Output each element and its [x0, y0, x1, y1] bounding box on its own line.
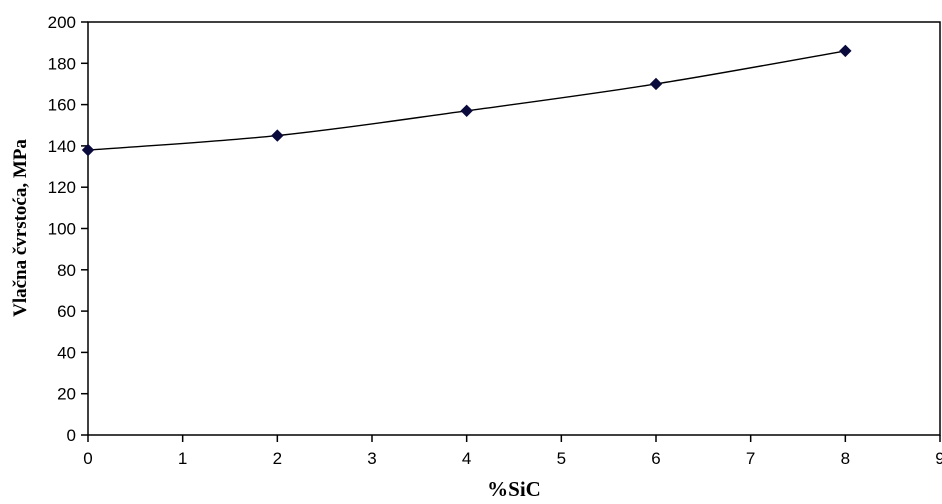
y-tick-label: 40 — [57, 343, 76, 362]
x-tick-label: 6 — [651, 449, 660, 468]
y-tick-label: 0 — [67, 426, 76, 445]
y-tick-label: 60 — [57, 302, 76, 321]
y-tick-label: 200 — [48, 13, 76, 32]
data-point-marker — [460, 104, 473, 118]
x-tick-label: 5 — [557, 449, 566, 468]
data-point-marker — [839, 44, 852, 58]
y-axis-title: Vlačna čvrstoća, MPa — [10, 139, 31, 317]
data-markers — [81, 44, 852, 157]
y-tick-label: 120 — [48, 178, 76, 197]
x-tick-label: 1 — [178, 449, 187, 468]
data-point-marker — [271, 129, 284, 142]
x-tick-label: 2 — [273, 449, 282, 468]
x-tick-label: 8 — [841, 449, 850, 468]
plot-area — [87, 21, 941, 436]
x-tick-label: 0 — [83, 449, 92, 468]
x-tick-label: 4 — [462, 449, 471, 468]
x-axis-ticks: 0 1 2 3 4 5 6 7 8 9 — [83, 435, 942, 468]
y-tick-label: 100 — [48, 220, 76, 239]
x-tick-label: 9 — [935, 449, 942, 468]
y-tick-label: 180 — [48, 54, 76, 73]
data-point-marker — [81, 143, 95, 157]
x-tick-label: 3 — [367, 449, 376, 468]
y-tick-label: 20 — [57, 385, 76, 404]
x-axis-title: %SiC — [487, 477, 541, 499]
y-tick-label: 140 — [48, 137, 76, 156]
y-tick-label: 80 — [57, 261, 76, 280]
y-axis-ticks: 0 20 40 60 80 100 120 140 160 180 200 — [48, 13, 88, 445]
data-point-marker — [649, 77, 663, 91]
y-tick-label: 160 — [48, 96, 76, 115]
x-tick-label: 7 — [746, 449, 755, 468]
